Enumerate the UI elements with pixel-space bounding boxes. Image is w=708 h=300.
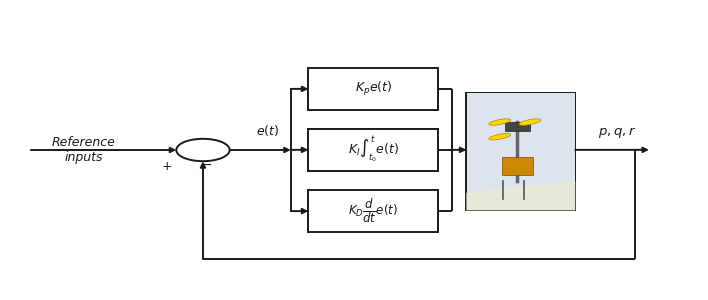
- Polygon shape: [467, 181, 576, 210]
- Text: Reference
inputs: Reference inputs: [52, 136, 115, 164]
- Ellipse shape: [489, 119, 510, 125]
- Text: $p, q, r$: $p, q, r$: [598, 125, 636, 140]
- Bar: [309, 68, 438, 110]
- Bar: [505, 122, 530, 131]
- Text: +: +: [161, 160, 172, 173]
- Bar: [309, 128, 438, 171]
- Ellipse shape: [519, 119, 541, 125]
- Bar: [467, 93, 576, 210]
- Bar: [467, 93, 575, 210]
- Text: $K_D \dfrac{d}{dt}e(t)$: $K_D \dfrac{d}{dt}e(t)$: [348, 197, 399, 225]
- Text: −: −: [201, 159, 212, 172]
- Bar: [502, 158, 533, 175]
- Text: $e(t)$: $e(t)$: [256, 123, 279, 138]
- Ellipse shape: [489, 134, 510, 140]
- Text: $K_p e(t)$: $K_p e(t)$: [355, 80, 392, 98]
- Bar: [309, 190, 438, 232]
- Text: $K_I\int_{t_0}^{t} e(t)$: $K_I\int_{t_0}^{t} e(t)$: [348, 135, 399, 165]
